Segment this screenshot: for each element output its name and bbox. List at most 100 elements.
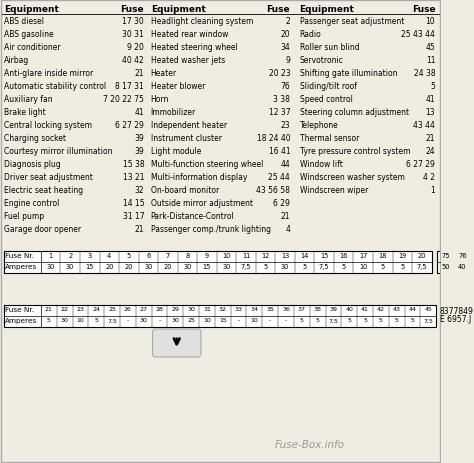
Text: 41: 41 — [135, 108, 144, 117]
Text: Immobilizer: Immobilizer — [151, 108, 196, 117]
Text: 37: 37 — [298, 307, 306, 312]
Text: 43 44: 43 44 — [413, 121, 435, 130]
Text: Air conditioner: Air conditioner — [4, 43, 60, 52]
Text: 7 20 22 75: 7 20 22 75 — [103, 95, 144, 104]
Text: 40: 40 — [346, 307, 353, 312]
Text: Amperes: Amperes — [5, 317, 37, 323]
Text: -: - — [237, 318, 240, 323]
Text: 5: 5 — [302, 264, 307, 270]
Text: 4: 4 — [285, 225, 290, 233]
Text: 30: 30 — [46, 264, 55, 270]
Text: 43: 43 — [393, 307, 401, 312]
Text: 75: 75 — [441, 253, 450, 259]
Text: Speed control: Speed control — [300, 95, 352, 104]
Text: 40: 40 — [458, 264, 466, 270]
Text: Fuse: Fuse — [412, 5, 435, 14]
Text: 1: 1 — [49, 253, 53, 259]
Text: 14: 14 — [301, 253, 309, 259]
Text: Telephone: Telephone — [300, 121, 338, 130]
Text: Heated rear window: Heated rear window — [151, 30, 228, 39]
Text: Headlight cleaning system: Headlight cleaning system — [151, 17, 253, 26]
Text: 20 23: 20 23 — [269, 69, 290, 78]
Text: 18: 18 — [379, 253, 387, 259]
Text: Shifting gate illumination: Shifting gate illumination — [300, 69, 397, 78]
Text: 6 29: 6 29 — [273, 199, 290, 207]
Text: 15: 15 — [86, 264, 94, 270]
Text: 5: 5 — [347, 318, 351, 323]
Text: 25: 25 — [187, 318, 195, 323]
Text: 10: 10 — [203, 318, 211, 323]
Text: 45: 45 — [424, 307, 432, 312]
Text: 34: 34 — [281, 43, 290, 52]
Text: 12: 12 — [261, 253, 270, 259]
Text: 9 20: 9 20 — [128, 43, 144, 52]
Text: Equipment: Equipment — [300, 5, 355, 14]
Text: 25 44: 25 44 — [268, 173, 290, 181]
Text: Electric seat heating: Electric seat heating — [4, 186, 83, 194]
Text: 39: 39 — [135, 134, 144, 143]
Text: 9: 9 — [205, 253, 209, 259]
Text: 41: 41 — [426, 95, 435, 104]
Text: 5: 5 — [395, 318, 399, 323]
Text: Heater blower: Heater blower — [151, 82, 205, 91]
Text: Light module: Light module — [151, 147, 201, 156]
Text: 21: 21 — [135, 69, 144, 78]
Text: 15: 15 — [203, 264, 211, 270]
Text: Fuse Nr.: Fuse Nr. — [5, 307, 34, 313]
Text: 39: 39 — [135, 147, 144, 156]
Bar — [437, 251, 471, 274]
Text: On-board monitor: On-board monitor — [151, 186, 219, 194]
Text: 30 31: 30 31 — [122, 30, 144, 39]
Bar — [4, 251, 432, 274]
Text: 30: 30 — [281, 264, 289, 270]
Text: Windscreen wiper: Windscreen wiper — [300, 186, 368, 194]
Text: 8 17 31: 8 17 31 — [116, 82, 144, 91]
Text: 21: 21 — [281, 212, 290, 220]
Text: 7,5: 7,5 — [241, 264, 251, 270]
Text: Courtesy mirror illumination: Courtesy mirror illumination — [4, 147, 112, 156]
Text: 76: 76 — [281, 82, 290, 91]
Text: 7,5: 7,5 — [107, 318, 117, 323]
Text: 7,5: 7,5 — [319, 264, 329, 270]
Text: 14 15: 14 15 — [123, 199, 144, 207]
Text: 10: 10 — [77, 318, 84, 323]
Text: Park-Distance-Control: Park-Distance-Control — [151, 212, 235, 220]
Text: E 6957.J: E 6957.J — [440, 314, 471, 323]
Text: 15 38: 15 38 — [123, 160, 144, 169]
Text: 8377849: 8377849 — [440, 307, 474, 315]
Text: Garage door opener: Garage door opener — [4, 225, 81, 233]
Text: Brake light: Brake light — [4, 108, 46, 117]
Text: 23: 23 — [76, 307, 84, 312]
Text: 13: 13 — [281, 253, 289, 259]
Text: Anti-glare inside mirror: Anti-glare inside mirror — [4, 69, 93, 78]
Text: 30: 30 — [66, 264, 74, 270]
Text: 2: 2 — [285, 17, 290, 26]
Text: Equipment: Equipment — [151, 5, 206, 14]
Bar — [4, 305, 436, 327]
Text: 31: 31 — [203, 307, 211, 312]
Text: 10: 10 — [251, 318, 258, 323]
Text: 36: 36 — [282, 307, 290, 312]
Text: 25 43 44: 25 43 44 — [401, 30, 435, 39]
Text: Diagnosis plug: Diagnosis plug — [4, 160, 61, 169]
Text: 3: 3 — [88, 253, 92, 259]
Text: 31 17: 31 17 — [123, 212, 144, 220]
Text: Multi-information display: Multi-information display — [151, 173, 247, 181]
Text: 30: 30 — [222, 264, 231, 270]
Text: Steering column adjustment: Steering column adjustment — [300, 108, 409, 117]
Text: 20: 20 — [281, 30, 290, 39]
Text: Thermal sensor: Thermal sensor — [300, 134, 359, 143]
Text: Engine control: Engine control — [4, 199, 59, 207]
Text: 17 30: 17 30 — [122, 17, 144, 26]
Text: 18 24 40: 18 24 40 — [256, 134, 290, 143]
Text: 10: 10 — [426, 17, 435, 26]
Text: Charging socket: Charging socket — [4, 134, 66, 143]
Text: Amperes: Amperes — [5, 263, 37, 269]
Text: 24 38: 24 38 — [414, 69, 435, 78]
Text: Windscreen washer system: Windscreen washer system — [300, 173, 404, 181]
Text: -: - — [127, 318, 129, 323]
Text: 40 42: 40 42 — [122, 56, 144, 65]
Text: 27: 27 — [140, 307, 148, 312]
Text: 2: 2 — [68, 253, 73, 259]
Text: 50: 50 — [441, 264, 450, 270]
